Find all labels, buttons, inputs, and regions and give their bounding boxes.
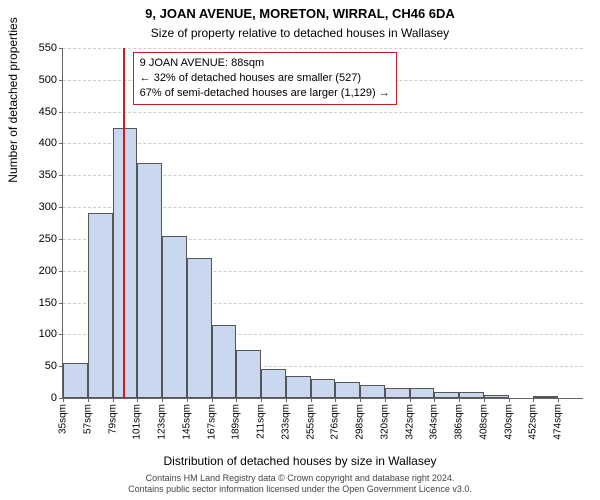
x-tick-mark xyxy=(113,398,114,402)
x-tick-mark xyxy=(509,398,510,402)
x-tick-label: 35sqm xyxy=(58,404,69,434)
histogram-bar xyxy=(187,258,212,398)
x-tick-mark xyxy=(137,398,138,402)
histogram-bar xyxy=(360,385,385,398)
x-tick-label: 79sqm xyxy=(107,404,118,434)
histogram-bar xyxy=(236,350,261,398)
x-tick-label: 320sqm xyxy=(379,404,390,440)
gridline xyxy=(63,143,583,144)
y-axis-label: Number of detached properties xyxy=(6,0,20,350)
x-tick-mark xyxy=(410,398,411,402)
y-tick-label: 400 xyxy=(39,137,57,149)
chart-subtitle: Size of property relative to detached ho… xyxy=(0,26,600,40)
histogram-bar xyxy=(434,392,459,398)
x-tick-mark xyxy=(434,398,435,402)
x-tick-label: 298sqm xyxy=(355,404,366,440)
x-tick-label: 233sqm xyxy=(280,404,291,440)
y-tick-label: 150 xyxy=(39,297,57,309)
histogram-bar xyxy=(533,396,558,398)
histogram-bar xyxy=(385,388,410,398)
histogram-bar xyxy=(137,163,162,398)
x-tick-label: 101sqm xyxy=(132,404,143,440)
x-tick-mark xyxy=(162,398,163,402)
x-tick-label: 430sqm xyxy=(503,404,514,440)
histogram-bar xyxy=(459,392,484,398)
histogram-bar xyxy=(113,128,138,398)
x-tick-mark xyxy=(236,398,237,402)
y-tick-mark xyxy=(59,303,63,304)
y-tick-mark xyxy=(59,175,63,176)
y-tick-mark xyxy=(59,80,63,81)
x-tick-mark xyxy=(533,398,534,402)
annotation-line: 9 JOAN AVENUE: 88sqm xyxy=(140,56,390,71)
gridline xyxy=(63,112,583,113)
histogram-bar xyxy=(88,213,113,398)
x-tick-label: 57sqm xyxy=(82,404,93,434)
x-tick-label: 386sqm xyxy=(454,404,465,440)
x-tick-label: 474sqm xyxy=(553,404,564,440)
annotation-line: ← 32% of detached houses are smaller (52… xyxy=(140,71,390,86)
x-tick-mark xyxy=(261,398,262,402)
x-tick-label: 123sqm xyxy=(157,404,168,440)
x-tick-mark xyxy=(88,398,89,402)
x-tick-label: 167sqm xyxy=(206,404,217,440)
gridline xyxy=(63,48,583,49)
histogram-bar xyxy=(63,363,88,398)
y-tick-mark xyxy=(59,48,63,49)
y-tick-label: 200 xyxy=(39,265,57,277)
histogram-bar xyxy=(261,369,286,398)
y-tick-mark xyxy=(59,143,63,144)
x-tick-mark xyxy=(187,398,188,402)
x-tick-mark xyxy=(484,398,485,402)
x-tick-label: 189sqm xyxy=(231,404,242,440)
y-tick-label: 500 xyxy=(39,74,57,86)
x-tick-mark xyxy=(558,398,559,402)
y-tick-label: 100 xyxy=(39,328,57,340)
x-tick-label: 255sqm xyxy=(305,404,316,440)
x-tick-mark xyxy=(63,398,64,402)
y-tick-mark xyxy=(59,207,63,208)
x-tick-mark xyxy=(360,398,361,402)
y-tick-label: 550 xyxy=(39,42,57,54)
x-tick-label: 408sqm xyxy=(478,404,489,440)
x-tick-label: 145sqm xyxy=(181,404,192,440)
histogram-bar xyxy=(212,325,237,398)
x-tick-mark xyxy=(335,398,336,402)
histogram-bar xyxy=(335,382,360,398)
x-tick-label: 211sqm xyxy=(256,404,267,439)
y-tick-label: 250 xyxy=(39,233,57,245)
histogram-bar xyxy=(286,376,311,398)
y-tick-mark xyxy=(59,271,63,272)
attribution-line-1: Contains HM Land Registry data © Crown c… xyxy=(0,473,600,485)
y-tick-mark xyxy=(59,112,63,113)
x-tick-mark xyxy=(212,398,213,402)
y-tick-mark xyxy=(59,334,63,335)
attribution-line-2: Contains public sector information licen… xyxy=(0,484,600,496)
y-tick-label: 50 xyxy=(45,360,57,372)
x-tick-label: 276sqm xyxy=(330,404,341,440)
x-axis-label: Distribution of detached houses by size … xyxy=(0,454,600,468)
attribution: Contains HM Land Registry data © Crown c… xyxy=(0,473,600,496)
y-tick-label: 450 xyxy=(39,106,57,118)
x-tick-label: 364sqm xyxy=(429,404,440,440)
y-tick-label: 300 xyxy=(39,201,57,213)
y-tick-label: 350 xyxy=(39,169,57,181)
chart-title: 9, JOAN AVENUE, MORETON, WIRRAL, CH46 6D… xyxy=(0,6,600,21)
plot-area: 05010015020025030035040045050055035sqm57… xyxy=(62,48,583,399)
x-tick-mark xyxy=(286,398,287,402)
histogram-bar xyxy=(311,379,336,398)
histogram-bar xyxy=(410,388,435,398)
y-tick-label: 0 xyxy=(51,392,57,404)
histogram-bar xyxy=(484,395,509,398)
annotation-box: 9 JOAN AVENUE: 88sqm← 32% of detached ho… xyxy=(133,52,397,105)
y-tick-mark xyxy=(59,239,63,240)
x-tick-label: 342sqm xyxy=(404,404,415,440)
subject-marker-line xyxy=(123,48,125,398)
x-tick-mark xyxy=(311,398,312,402)
annotation-line: 67% of semi-detached houses are larger (… xyxy=(140,86,390,101)
x-tick-mark xyxy=(459,398,460,402)
x-tick-label: 452sqm xyxy=(528,404,539,440)
histogram-bar xyxy=(162,236,187,398)
x-tick-mark xyxy=(385,398,386,402)
